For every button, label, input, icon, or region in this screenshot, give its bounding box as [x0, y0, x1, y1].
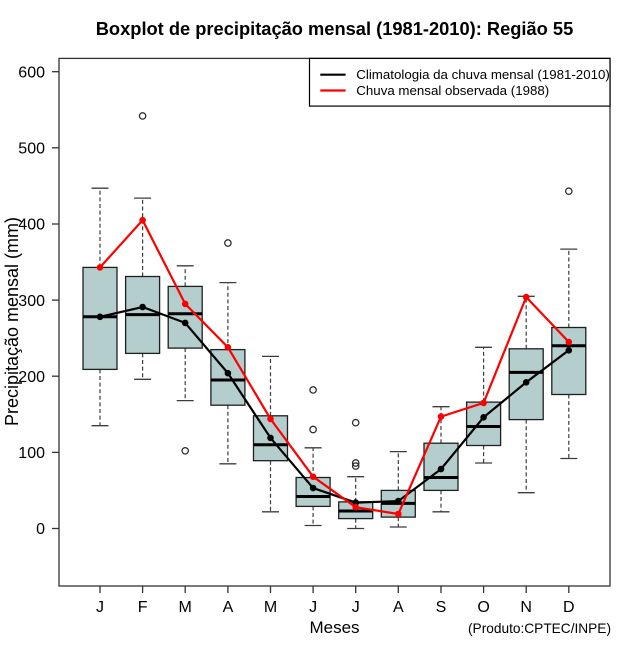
svg-text:M: M [179, 599, 192, 616]
svg-text:A: A [223, 599, 234, 616]
svg-text:0: 0 [36, 521, 45, 538]
svg-text:O: O [477, 599, 489, 616]
svg-text:Meses: Meses [309, 618, 359, 637]
svg-text:(Produto:CPTEC/INPE): (Produto:CPTEC/INPE) [468, 621, 611, 636]
svg-text:S: S [436, 599, 447, 616]
svg-text:Precipitação mensal (mm): Precipitação mensal (mm) [2, 217, 22, 426]
svg-text:D: D [563, 599, 575, 616]
svg-text:200: 200 [18, 369, 45, 386]
svg-text:J: J [352, 599, 360, 616]
svg-text:Climatologia da chuva mensal (: Climatologia da chuva mensal (1981-2010) [356, 67, 610, 82]
svg-text:J: J [96, 599, 104, 616]
svg-text:300: 300 [18, 293, 45, 310]
svg-text:400: 400 [18, 217, 45, 234]
svg-text:600: 600 [18, 64, 45, 81]
svg-text:F: F [138, 599, 148, 616]
svg-text:100: 100 [18, 445, 45, 462]
svg-text:A: A [393, 599, 404, 616]
svg-text:N: N [520, 599, 532, 616]
svg-text:500: 500 [18, 141, 45, 158]
svg-text:M: M [264, 599, 277, 616]
svg-text:J: J [309, 599, 317, 616]
svg-text:Boxplot de precipitação mensal: Boxplot de precipitação mensal (1981-201… [96, 18, 574, 39]
svg-text:Chuva mensal observada (1988): Chuva mensal observada (1988) [356, 83, 549, 98]
